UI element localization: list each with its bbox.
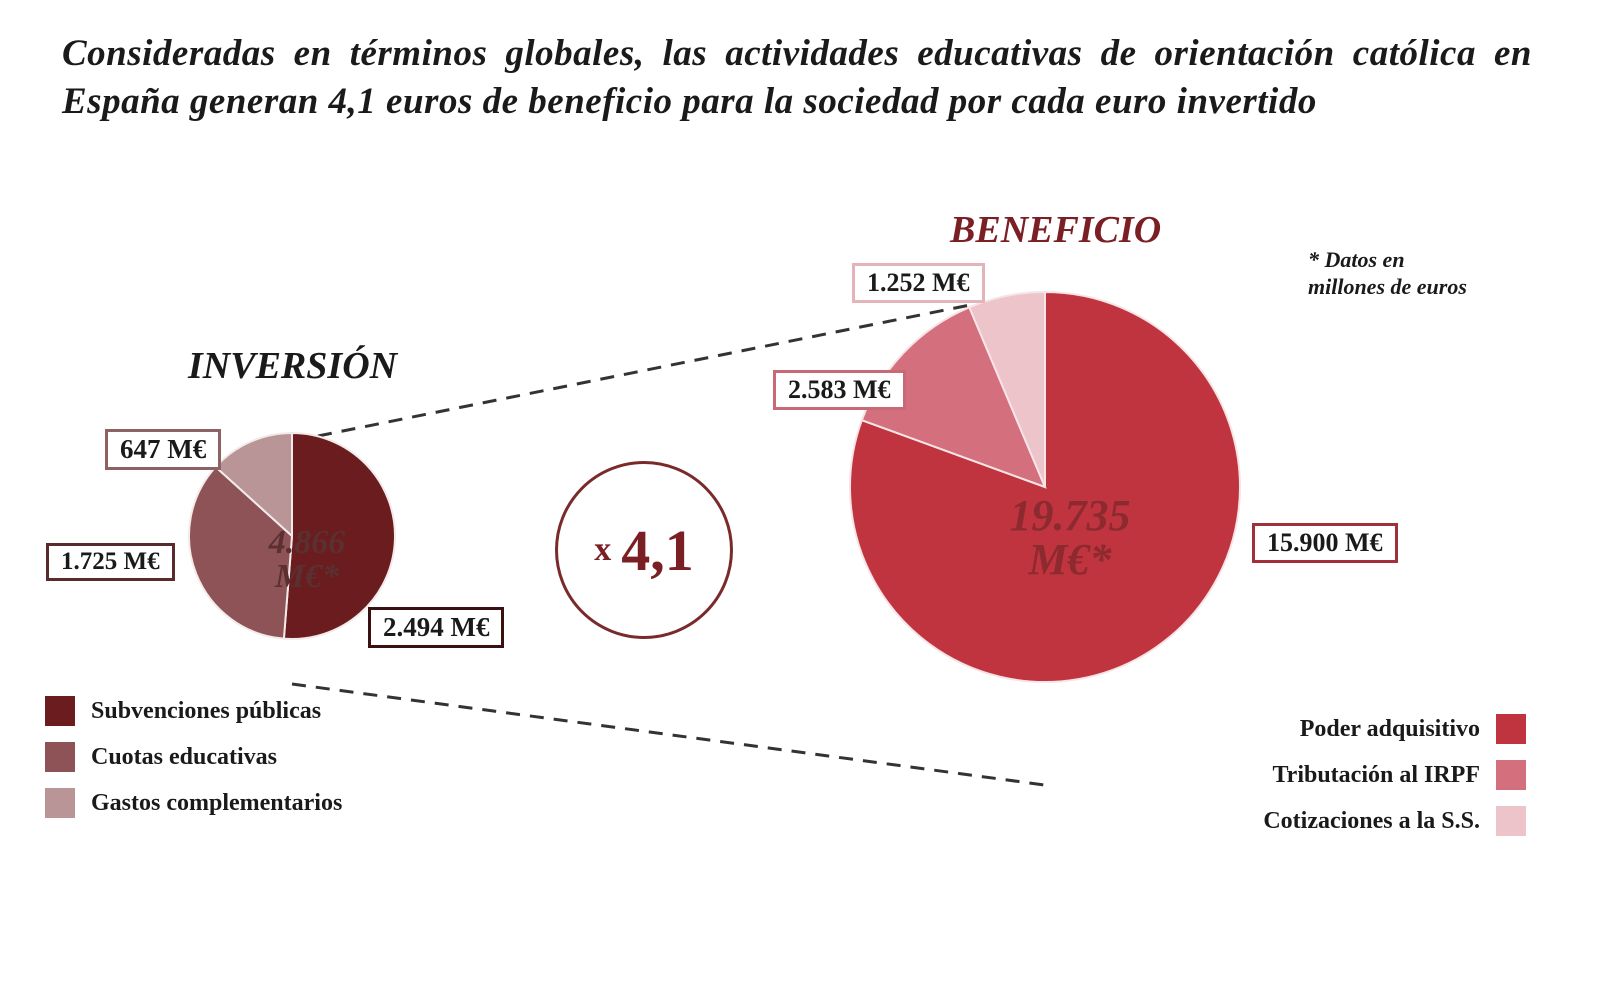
legend-label: Gastos complementarios xyxy=(91,789,343,816)
legend-label: Poder adquisitivo xyxy=(1299,715,1480,742)
legend-swatch xyxy=(45,696,75,726)
beneficio-total: 19.735 M€* xyxy=(960,494,1180,582)
legend-swatch xyxy=(45,742,75,772)
beneficio-total-unit: M€* xyxy=(1028,535,1112,584)
multiplier-prefix: x xyxy=(594,531,612,568)
data-label-subvenciones: 2.494 M€ xyxy=(368,607,505,648)
legend-swatch xyxy=(45,788,75,818)
data-label-poder: 15.900 M€ xyxy=(1252,523,1398,563)
inversion-total-value: 4.866 xyxy=(268,524,346,561)
inversion-total-unit: M€* xyxy=(274,558,340,595)
legend-swatch xyxy=(1496,714,1526,744)
pie-slice-cotizaciones-a-la-s-s xyxy=(968,290,1046,488)
inversion-title: INVERSIÓN xyxy=(188,345,398,387)
legend-swatch xyxy=(1496,806,1526,836)
legend-label: Cuotas educativas xyxy=(91,743,278,770)
beneficio-pie xyxy=(849,290,1241,683)
legend-swatch xyxy=(1496,760,1526,790)
beneficio-total-value: 19.735 xyxy=(1009,491,1131,540)
data-label-irpf: 2.583 M€ xyxy=(773,370,906,410)
legend-item: Cuotas educativas xyxy=(45,734,342,780)
legend-item: Tributación al IRPF xyxy=(1263,752,1526,798)
connector-line-top xyxy=(317,302,976,438)
pie-slice-subvenciones-publicas xyxy=(282,431,396,640)
legend-label: Cotizaciones a la S.S. xyxy=(1263,807,1480,834)
legend-item: Cotizaciones a la S.S. xyxy=(1263,798,1526,844)
inversion-legend: Subvenciones públicas Cuotas educativas … xyxy=(45,688,342,826)
legend-label: Subvenciones públicas xyxy=(91,697,322,724)
headline: Consideradas en términos globales, las a… xyxy=(62,33,1532,122)
multiplier-badge: x 4,1 xyxy=(555,461,733,639)
inversion-pie xyxy=(188,431,396,640)
legend-item: Gastos complementarios xyxy=(45,780,342,826)
pie-slice-poder-adquisitivo xyxy=(849,290,1241,683)
beneficio-title: BENEFICIO xyxy=(950,209,1162,251)
legend-label: Tributación al IRPF xyxy=(1272,761,1480,788)
data-label-gastos: 647 M€ xyxy=(105,429,222,470)
data-label-cotizaciones: 1.252 M€ xyxy=(852,263,985,303)
units-note: * Datos en millones de euros xyxy=(1308,247,1467,299)
data-label-cuotas: 1.725 M€ xyxy=(46,543,175,581)
connector-line-bottom xyxy=(291,682,1053,788)
legend-item: Poder adquisitivo xyxy=(1263,706,1526,752)
beneficio-legend: Poder adquisitivo Tributación al IRPF Co… xyxy=(1263,706,1526,844)
inversion-total: 4.866 M€* xyxy=(232,526,382,594)
multiplier-value: 4,1 xyxy=(621,517,694,583)
legend-item: Subvenciones públicas xyxy=(45,688,342,734)
pie-slice-cuotas-educativas xyxy=(188,465,294,640)
